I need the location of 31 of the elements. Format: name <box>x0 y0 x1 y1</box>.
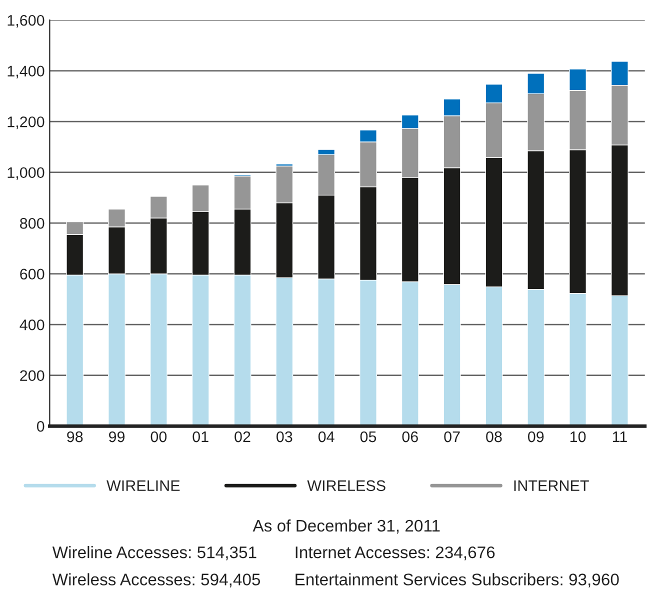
legend-label: WIRELINE <box>106 480 180 491</box>
x-tick-label: 02 <box>234 431 250 442</box>
text: Internet Accesses: 234,676 <box>296 546 495 560</box>
x-tick-label: 00 <box>150 431 167 442</box>
x-tick-label: 10 <box>570 431 586 442</box>
y-tick-label: 600 <box>20 268 44 280</box>
x-tick-label: 98 <box>67 431 83 442</box>
text: As of December 31, 2011 <box>252 519 440 534</box>
y-tick-label: 1,000 <box>8 167 44 180</box>
text: Entertainment Services Subscribers: 93,960 <box>296 573 619 588</box>
x-tick-label: 05 <box>360 431 376 442</box>
y-tick-label: 1,400 <box>8 66 44 78</box>
x-tick-label: 06 <box>402 431 418 442</box>
x-tick-label: 11 <box>612 432 627 442</box>
y-tick-label: 400 <box>20 319 44 330</box>
text: Wireless Accesses: 594,405 <box>52 573 260 588</box>
x-tick-label: 99 <box>108 431 125 442</box>
x-tick-label: 01 <box>192 431 208 442</box>
y-tick-label: 0 <box>36 420 44 432</box>
y-tick-label: 1,600 <box>8 14 44 28</box>
x-tick-label: 08 <box>486 431 502 442</box>
legend-label: INTERNET <box>514 480 589 491</box>
y-tick-label: 200 <box>20 370 44 382</box>
x-tick-label: 07 <box>444 431 460 442</box>
y-tick-label: 1,200 <box>8 116 44 130</box>
legend-label: WIRELESS <box>307 480 386 492</box>
y-tick-label: 800 <box>20 218 44 229</box>
x-tick-label: 03 <box>276 431 292 442</box>
x-tick-label: 04 <box>318 431 334 442</box>
x-tick-label: 09 <box>528 431 544 442</box>
text: Wireline Accesses: 514,351 <box>52 546 256 560</box>
